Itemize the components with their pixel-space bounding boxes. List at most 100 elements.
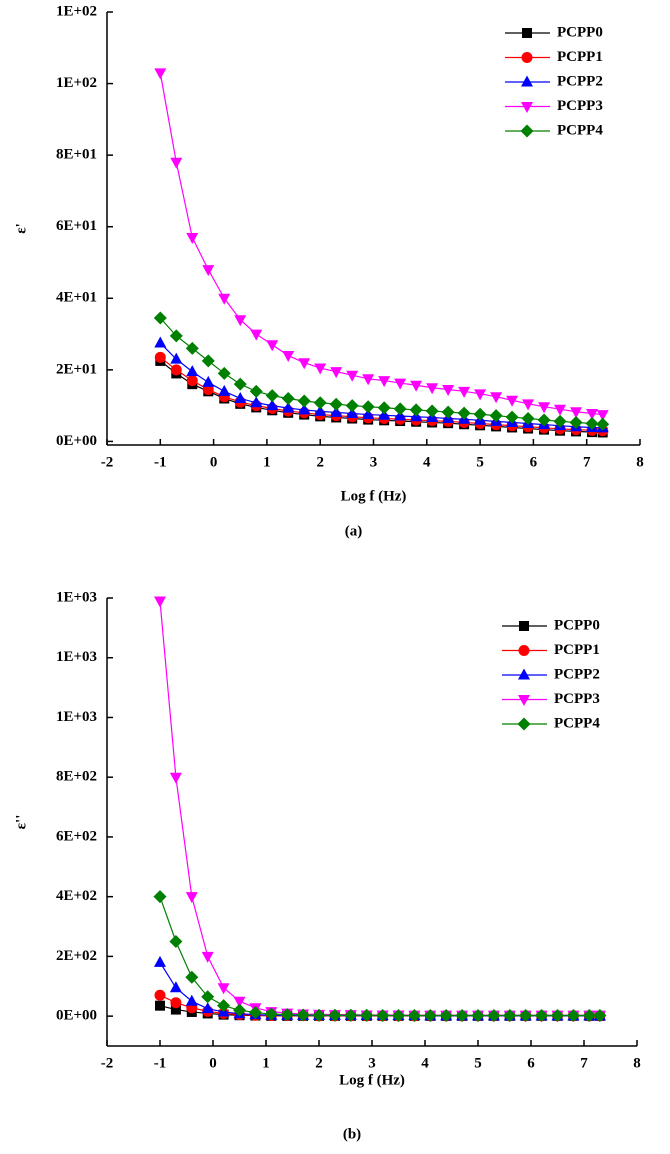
marker	[154, 336, 167, 348]
marker	[201, 1002, 214, 1014]
marker	[505, 410, 519, 424]
x-tick-label: 6	[530, 454, 538, 470]
legend-marker	[522, 28, 532, 38]
caption: (b)	[343, 1126, 361, 1142]
marker	[234, 315, 247, 327]
marker	[185, 341, 199, 355]
marker	[154, 596, 166, 608]
marker	[297, 394, 311, 408]
y-tick-label: 1E+02	[56, 3, 97, 19]
marker	[474, 389, 487, 401]
series-line	[159, 600, 600, 1016]
marker	[233, 996, 246, 1008]
marker	[426, 383, 439, 395]
marker	[362, 374, 375, 386]
marker	[154, 955, 166, 967]
marker	[423, 1009, 437, 1023]
marker	[596, 410, 609, 422]
y-axis-label: ε'	[13, 223, 29, 234]
marker	[378, 376, 391, 388]
marker	[153, 311, 167, 325]
marker	[521, 412, 535, 426]
marker	[233, 377, 247, 391]
series-line	[159, 72, 603, 416]
x-tick-label: -2	[101, 1055, 114, 1071]
marker	[154, 989, 166, 1001]
y-tick-label: 4E+02	[56, 888, 97, 904]
marker	[155, 1000, 165, 1011]
marker	[586, 409, 599, 421]
marker	[185, 970, 199, 984]
x-tick-label: 3	[368, 1055, 376, 1071]
marker	[169, 329, 183, 343]
marker	[535, 1009, 549, 1023]
legend-label: PCPP1	[554, 642, 600, 658]
legend-marker	[517, 717, 531, 731]
legend-label: PCPP3	[557, 98, 603, 114]
marker	[393, 402, 407, 416]
marker	[585, 417, 599, 431]
marker	[409, 403, 423, 417]
legend-marker	[521, 102, 533, 113]
marker	[154, 68, 167, 80]
marker	[378, 408, 391, 420]
x-tick-label: 1	[263, 454, 271, 470]
y-tick-label: 6E+02	[56, 828, 97, 844]
legend-label: PCPP4	[557, 122, 603, 138]
marker	[169, 981, 182, 993]
marker	[282, 351, 295, 363]
marker	[346, 407, 359, 419]
y-tick-label: 6E+01	[56, 218, 97, 234]
marker	[522, 399, 535, 411]
marker	[487, 1009, 501, 1023]
marker	[218, 293, 231, 305]
marker	[234, 391, 247, 403]
marker	[330, 367, 343, 379]
x-tick-label: 5	[476, 454, 484, 470]
marker	[202, 265, 215, 277]
x-tick-label: 2	[316, 454, 324, 470]
legend-marker	[518, 695, 530, 706]
marker	[455, 1009, 469, 1023]
marker	[392, 1009, 405, 1023]
caption: (a)	[345, 523, 363, 539]
marker	[201, 354, 215, 368]
x-tick-label: 4	[421, 1055, 429, 1071]
marker	[489, 409, 503, 423]
marker	[569, 415, 583, 429]
marker	[296, 1008, 310, 1022]
marker	[248, 1006, 262, 1020]
marker	[280, 1008, 294, 1022]
marker	[266, 399, 279, 411]
marker	[218, 384, 231, 396]
marker	[170, 997, 182, 1009]
marker	[551, 1009, 564, 1023]
marker	[394, 378, 407, 390]
x-tick-label: -2	[101, 454, 114, 470]
marker	[185, 892, 198, 904]
marker	[312, 1008, 326, 1022]
marker	[538, 402, 551, 414]
marker	[313, 396, 327, 410]
marker	[439, 1009, 453, 1023]
x-axis-label: Log f (Hz)	[341, 488, 407, 504]
marker	[169, 934, 183, 948]
legend-marker	[518, 645, 530, 656]
y-tick-label: 1E+03	[56, 709, 97, 725]
y-tick-label: 4E+01	[56, 290, 97, 306]
legend-label: PCPP0	[557, 24, 603, 40]
marker	[154, 351, 166, 363]
marker	[201, 990, 215, 1004]
marker	[519, 1009, 533, 1023]
marker	[377, 401, 391, 415]
y-tick-label: 1E+03	[56, 589, 97, 605]
x-tick-label: 8	[633, 1055, 641, 1071]
marker	[376, 1009, 390, 1023]
legend-label: PCPP1	[557, 49, 603, 65]
marker	[346, 370, 359, 382]
legend-marker	[521, 75, 533, 87]
y-tick-label: 0E+00	[56, 1008, 97, 1024]
x-tick-label: 0	[210, 454, 218, 470]
marker	[361, 400, 375, 414]
